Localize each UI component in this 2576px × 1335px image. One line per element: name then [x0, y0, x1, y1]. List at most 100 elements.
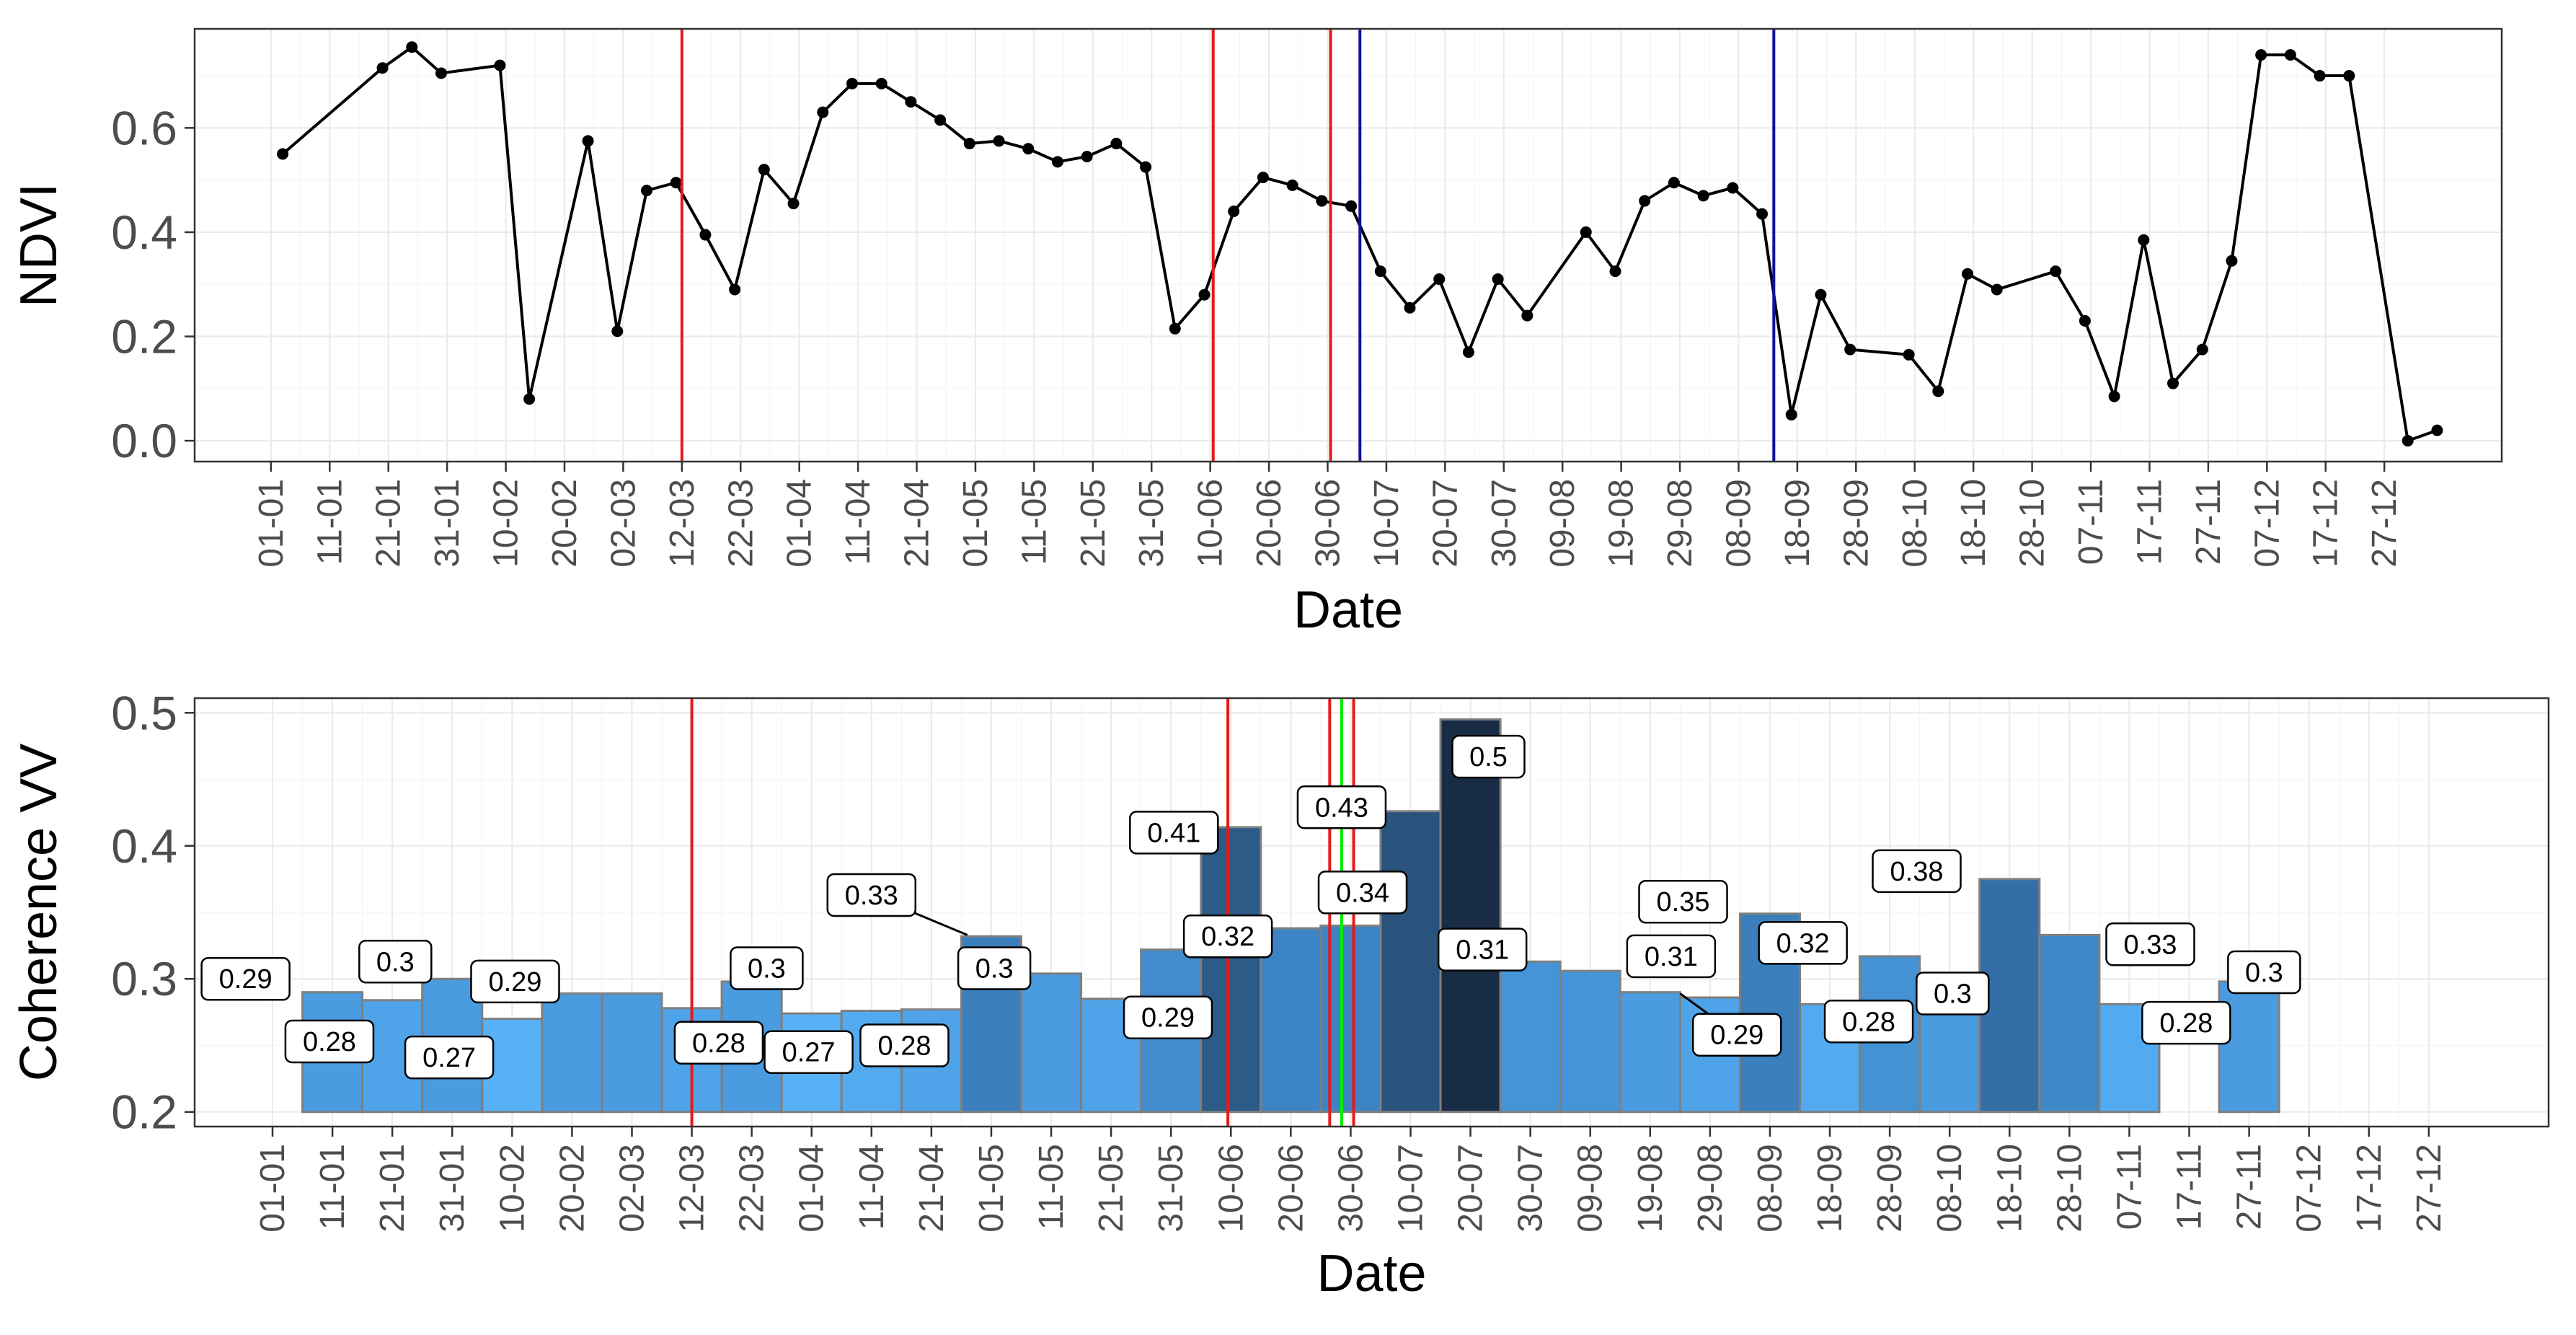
chart-0-point-51 — [1962, 268, 1974, 280]
chart-1-data-label-7: 0.27 — [782, 1038, 836, 1068]
chart-0-point-46 — [1785, 408, 1797, 420]
chart-1-data-label-0: 0.29 — [219, 964, 273, 995]
chart-1-label-box-0 — [200, 956, 291, 1001]
chart-0-x-tick-label-14: 21-05 — [1074, 479, 1112, 568]
chart-0-point-55 — [2108, 390, 2120, 402]
chart-0-x-tick-label-11: 21-04 — [898, 479, 937, 568]
chart-0-y-tick-label-0: 0.0 — [111, 414, 177, 467]
chart-0-point-56 — [2138, 234, 2150, 246]
chart-0-point-11 — [729, 283, 741, 296]
chart-1-data-label-21: 0.32 — [1776, 928, 1830, 959]
chart-1-bar-31 — [2218, 980, 2280, 1114]
chart-0-point-64 — [2402, 435, 2414, 447]
chart-1-x-tick-label-35: 17-12 — [2350, 1144, 2389, 1233]
chart-0-point-28 — [1228, 206, 1240, 218]
chart-1-bar-20 — [1499, 960, 1562, 1114]
chart-1-label-box-7 — [763, 1030, 854, 1074]
chart-0-x-tick-label-22: 09-08 — [1544, 479, 1582, 568]
chart-1-x-tick-label-13: 11-05 — [1032, 1144, 1071, 1230]
chart-1-y-tick-label-0: 0.2 — [111, 1085, 177, 1139]
chart-0-x-tick-label-5: 20-02 — [546, 479, 584, 568]
chart-0-point-13 — [787, 198, 800, 210]
chart-1-label-box-2 — [358, 940, 433, 984]
chart-1-x-tick-label-11: 21-04 — [913, 1144, 951, 1233]
chart-1-label-box-14 — [1296, 785, 1387, 829]
chart-1-x-tick-label-21: 30-07 — [1512, 1144, 1550, 1233]
chart-0-point-61 — [2284, 49, 2296, 61]
chart-0-x-tick-label-18: 30-06 — [1309, 479, 1347, 568]
chart-0-x-axis-title: Date — [1293, 581, 1403, 639]
chart-1-label-box-9 — [859, 1023, 950, 1067]
chart-1-y-tick-label-2: 0.4 — [111, 819, 177, 873]
chart-1-x-tick-label-3: 31-01 — [433, 1144, 472, 1233]
chart-0-point-31 — [1316, 195, 1328, 207]
chart-0-point-15 — [846, 77, 858, 89]
chart-1-label-box-23 — [1872, 849, 1962, 894]
chart-1-label-box-19 — [1626, 934, 1717, 979]
chart-1-data-label-9: 0.28 — [878, 1031, 931, 1061]
chart-1-data-label-15: 0.34 — [1336, 878, 1389, 908]
chart-1-data-label-19: 0.31 — [1645, 942, 1698, 972]
chart-0-x-tick-label-9: 01-04 — [781, 479, 819, 568]
chart-0-point-27 — [1198, 288, 1210, 301]
chart-1-label-box-15 — [1317, 871, 1408, 915]
chart-1-data-label-20: 0.29 — [1710, 1021, 1763, 1051]
chart-1-data-label-14: 0.43 — [1315, 793, 1368, 823]
chart-0-y-tick-label-1: 0.2 — [111, 310, 177, 364]
chart-1-x-tick-label-28: 08-10 — [1931, 1144, 1969, 1233]
chart-0-point-20 — [993, 135, 1005, 147]
chart-1-data-label-26: 0.28 — [2159, 1008, 2213, 1039]
chart-1-x-tick-label-26: 18-09 — [1811, 1144, 1849, 1233]
chart-0-y-tick-label-3: 0.6 — [111, 101, 177, 154]
chart-0-x-tick-label-3: 31-01 — [428, 479, 466, 568]
chart-0-x-tick-label-0: 01-01 — [252, 479, 291, 568]
chart-1-label-box-11 — [1123, 995, 1213, 1039]
chart-0-point-16 — [875, 77, 888, 89]
chart-1-bar-5 — [601, 992, 663, 1114]
chart-1-data-label-5: 0.28 — [692, 1028, 745, 1059]
chart-0-x-tick-label-33: 27-11 — [2190, 479, 2228, 565]
chart-1-x-tick-label-12: 01-05 — [973, 1144, 1011, 1233]
chart-1-x-tick-label-27: 28-09 — [1871, 1144, 1909, 1233]
chart-1-y-tick-label-1: 0.3 — [111, 952, 177, 1005]
chart-1-data-label-4: 0.29 — [488, 967, 541, 997]
chart-1-label-box-26 — [2141, 1000, 2231, 1045]
chart-1-label-box-27 — [2227, 950, 2301, 995]
chart-0-x-tick-label-31: 07-11 — [2072, 479, 2110, 565]
chart-1-x-tick-label-19: 10-07 — [1392, 1144, 1430, 1233]
chart-0-point-8 — [640, 185, 652, 197]
chart-0-x-tick-label-27: 28-09 — [1837, 479, 1875, 568]
chart-0-x-tick-label-7: 12-03 — [663, 479, 701, 568]
chart-1-data-label-18: 0.35 — [1657, 887, 1710, 917]
chart-0-x-tick-label-28: 08-10 — [1896, 479, 1934, 568]
chart-1-data-label-3: 0.27 — [422, 1043, 476, 1073]
chart-0-point-2 — [406, 41, 418, 53]
chart-1-x-tick-label-30: 28-10 — [2050, 1144, 2089, 1233]
chart-0-point-33 — [1374, 265, 1386, 278]
chart-1-label-box-21 — [1758, 921, 1848, 965]
chart-0-point-3 — [435, 67, 447, 79]
chart-0-point-38 — [1521, 309, 1533, 322]
chart-1-x-tick-label-31: 07-11 — [2110, 1144, 2148, 1230]
chart-0-point-17 — [905, 96, 917, 108]
chart-1-x-tick-label-2: 21-01 — [373, 1144, 412, 1233]
chart-0-x-tick-label-35: 17-12 — [2307, 479, 2345, 568]
chart-1-data-label-22: 0.28 — [1842, 1007, 1895, 1037]
chart-1-data-label-12: 0.41 — [1147, 818, 1200, 848]
chart-1-x-tick-label-24: 29-08 — [1691, 1144, 1730, 1233]
chart-0-x-tick-label-20: 20-07 — [1426, 479, 1464, 568]
chart-1-bar-16 — [1260, 927, 1322, 1114]
chart-0-point-47 — [1815, 288, 1827, 301]
chart-1-label-box-5 — [673, 1021, 764, 1065]
chart-1-data-label-27: 0.3 — [2245, 958, 2283, 988]
chart-1-data-label-13: 0.32 — [1201, 922, 1254, 952]
chart-0-series-line-0 — [281, 45, 2438, 443]
chart-1-panel-border — [193, 697, 2550, 1128]
chart-0-point-43 — [1697, 190, 1709, 202]
chart-1-label-box-18 — [1638, 879, 1728, 924]
chart-1-data-label-2: 0.3 — [376, 947, 415, 977]
chart-0-x-tick-label-23: 19-08 — [1603, 479, 1641, 568]
chart-0-point-52 — [1991, 283, 2003, 296]
chart-0-point-22 — [1051, 156, 1063, 168]
chart-0-x-tick-label-30: 28-10 — [2014, 479, 2052, 568]
